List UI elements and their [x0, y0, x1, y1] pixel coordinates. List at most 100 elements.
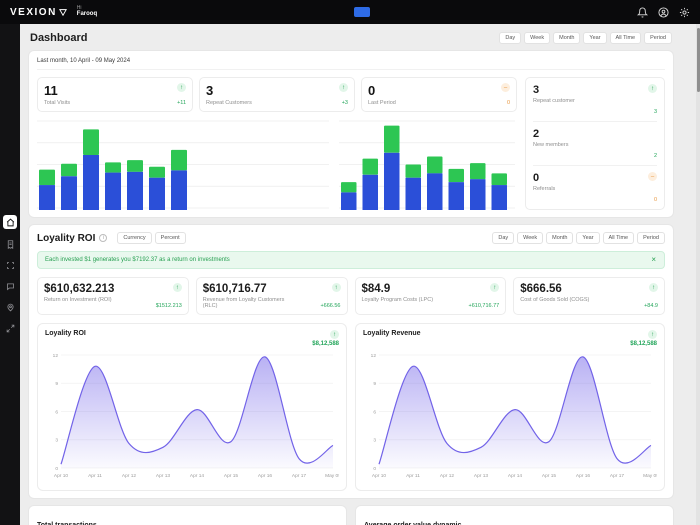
close-icon[interactable]: ×: [651, 255, 656, 264]
sidebar: [0, 24, 20, 525]
stat-trend: +3: [341, 100, 348, 106]
home-icon[interactable]: [3, 215, 17, 229]
chat-icon[interactable]: [4, 280, 16, 292]
svg-text:Apr 11: Apr 11: [88, 473, 102, 479]
svg-text:Apr 10: Apr 10: [372, 473, 386, 479]
trend-badge-icon: ↑: [648, 84, 657, 93]
svg-text:0: 0: [55, 466, 58, 472]
currency-toggle-button[interactable]: Currency: [117, 232, 152, 244]
svg-text:12: 12: [53, 353, 59, 359]
svg-text:9: 9: [55, 381, 58, 387]
stat-value: $610,716.77: [202, 283, 267, 295]
stat-value: 0: [368, 83, 376, 98]
filter-period-button[interactable]: Period: [637, 232, 665, 244]
stat-label: Referrals: [533, 186, 556, 192]
bell-icon[interactable]: [637, 7, 649, 18]
trend-badge-icon: –: [648, 172, 657, 181]
filter-year-button[interactable]: Year: [583, 32, 607, 44]
stat-trend: +610,716.77: [468, 303, 500, 309]
stat-value: 3: [533, 84, 540, 96]
overview-card: Last month, 10 April - 09 May 2024 11 To…: [28, 50, 674, 218]
filter-day-button[interactable]: Day: [499, 32, 522, 44]
user-greeting: Hi Farooq: [77, 5, 97, 18]
percent-toggle-button[interactable]: Percent: [154, 232, 186, 244]
filter-month-button[interactable]: Month: [553, 32, 581, 44]
page-header: Dashboard Day Week Month Year All Time P…: [30, 32, 672, 44]
filter-month-button[interactable]: Month: [546, 232, 574, 244]
info-icon[interactable]: i: [99, 234, 108, 242]
svg-text:May 09: May 09: [325, 473, 339, 479]
filter-period-button[interactable]: Period: [644, 32, 672, 44]
stat-label: Repeat customer: [533, 98, 575, 104]
stat-value: $84.9: [361, 283, 391, 295]
svg-text:Apr 12: Apr 12: [122, 473, 136, 479]
receipt-icon[interactable]: [4, 238, 16, 250]
scan-icon[interactable]: [4, 259, 16, 271]
filter-day-button[interactable]: Day: [492, 232, 515, 244]
svg-text:Apr 11: Apr 11: [406, 473, 420, 479]
trend-badge-icon: ↑: [490, 283, 500, 292]
topbar: VEXION Hi Farooq: [0, 0, 700, 24]
stat-card-cogs: $666.56 Cost of Goods Sold (COGS) ↑ +84.…: [513, 277, 665, 315]
location-pin-icon[interactable]: [4, 301, 16, 313]
side-row-new-members: 2 New members 2: [533, 122, 657, 166]
loyalty-revenue-chart-card: Loyality Revenue ↑ $8,12,588 0 3 6 9 12 Apr 1…: [355, 323, 665, 491]
trend-badge-icon: ↑: [331, 283, 341, 292]
filter-week-button[interactable]: Week: [524, 32, 551, 44]
svg-text:Apr 13: Apr 13: [474, 473, 488, 479]
side-row-repeat-customer: 3 Repeat customer ↑ 3: [533, 78, 657, 122]
svg-text:3: 3: [373, 438, 376, 444]
trend-badge-icon: –: [501, 83, 510, 92]
stat-label: Last Period: [368, 100, 396, 106]
total-transactions-card: Total transactions: [28, 505, 347, 525]
gear-icon[interactable]: [679, 7, 690, 18]
roi-stats-row: $610,632.213 Return on Investment (ROI) …: [37, 277, 665, 315]
roi-banner: Each invested $1 generates you $7192.37 …: [37, 251, 665, 269]
filter-week-button[interactable]: Week: [517, 232, 544, 244]
trend-badge-icon: ↑: [177, 83, 186, 92]
scrollbar-thumb[interactable]: [696, 28, 700, 92]
stat-trend: 0: [653, 197, 657, 203]
scrollbar[interactable]: [696, 24, 700, 525]
logo: VEXION: [10, 7, 67, 18]
stat-value: 11: [44, 83, 58, 98]
svg-text:Apr 12: Apr 12: [440, 473, 454, 479]
filter-alltime-button[interactable]: All Time: [602, 232, 635, 244]
topbar-blue-button[interactable]: [354, 7, 371, 17]
svg-text:Apr 17: Apr 17: [292, 473, 306, 479]
stat-value: 2: [533, 128, 540, 140]
stat-label: Cost of Goods Sold (COGS): [520, 297, 590, 303]
stat-value: 3: [206, 83, 214, 98]
stat-trend: 0: [506, 100, 510, 106]
overview-side-panel: 3 Repeat customer ↑ 3 2 New members: [525, 77, 665, 210]
chart-title: Loyality Revenue: [363, 330, 421, 337]
avatar-icon[interactable]: [658, 6, 669, 18]
svg-text:Apr 15: Apr 15: [542, 473, 556, 479]
stat-trend: +11: [177, 100, 186, 106]
trend-badge-icon: ↑: [172, 283, 182, 292]
stat-label: Repeat Customers: [206, 100, 252, 106]
svg-text:0: 0: [373, 466, 376, 472]
stat-value: 0: [533, 172, 540, 184]
overview-charts-row: [37, 120, 517, 210]
stat-label: Loyalty Program Costs (LPC): [361, 297, 434, 303]
roi-banner-text: Each invested $1 generates you $7192.37 …: [45, 257, 230, 263]
stat-label: Return on Investment (ROI): [44, 297, 112, 303]
stat-card-lpc: $84.9 Loyalty Program Costs (LPC) ↑ +610…: [354, 277, 507, 315]
chart-value: $8,12,588: [312, 341, 339, 347]
bottom-section: Total transactions Average order value d…: [28, 505, 674, 525]
stat-card-repeat-customers: 3 Repeat Customers ↑ +3: [199, 77, 355, 112]
stat-trend: +666.56: [320, 303, 341, 309]
filter-alltime-button[interactable]: All Time: [609, 32, 642, 44]
loyalty-revenue-area-chart: 0 3 6 9 12 Apr 10 Apr 11 Apr 12 Apr 13 Apr 14 Apr …: [371, 353, 660, 479]
svg-text:3: 3: [55, 438, 58, 444]
stat-value: $666.56: [520, 283, 562, 295]
roi-charts-row: Loyality ROI ↑ $8,12,588 0 3 6 9 12 Apr 10 Apr…: [37, 323, 665, 491]
expand-icon[interactable]: [4, 322, 16, 334]
roi-unit-toggles: Currency Percent: [117, 232, 186, 244]
svg-text:Apr 16: Apr 16: [576, 473, 590, 479]
trend-badge-icon: ↑: [649, 283, 658, 292]
filter-year-button[interactable]: Year: [576, 232, 600, 244]
logo-text: VEXION: [10, 6, 57, 18]
svg-text:Apr 15: Apr 15: [224, 473, 238, 479]
